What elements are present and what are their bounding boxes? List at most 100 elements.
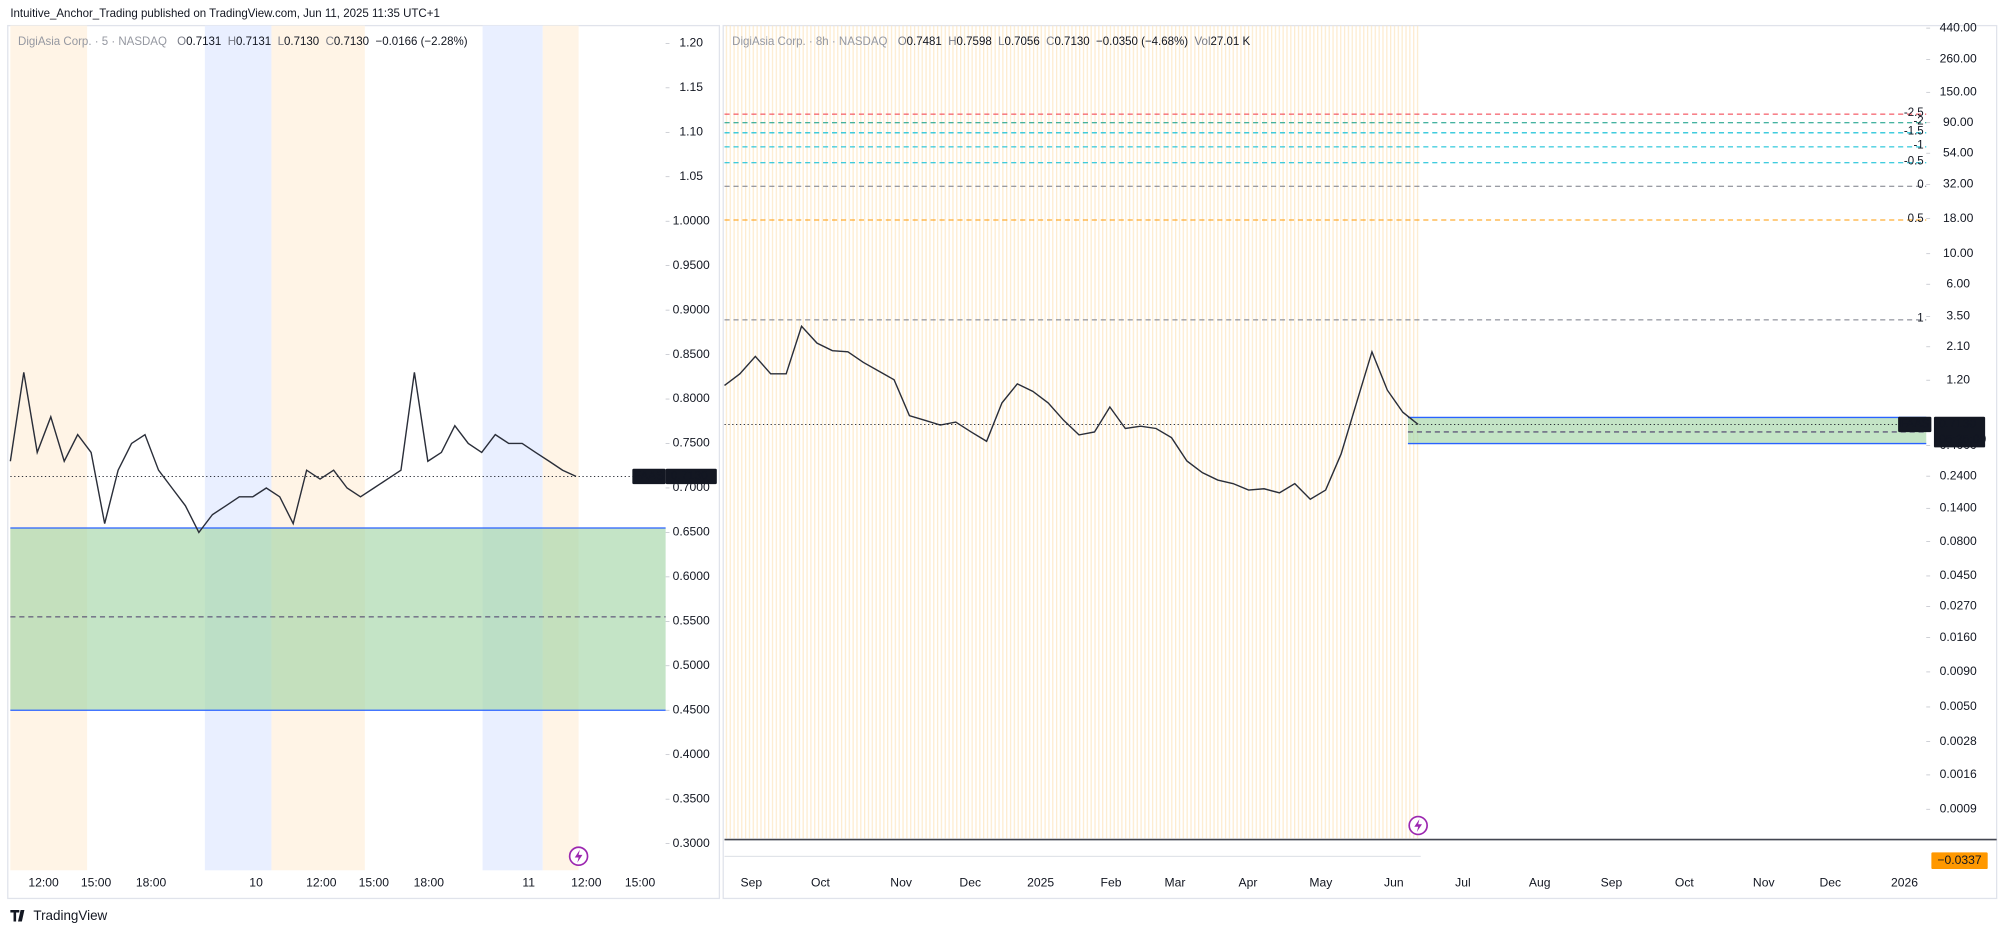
legend-title: DigiAsia Corp. · 8h · NASDAQ	[732, 36, 887, 48]
y-tick-label: 440.00	[1940, 20, 1977, 34]
symbol-label: FAAS	[634, 470, 664, 482]
y-tick-label: 0.7500	[673, 436, 710, 450]
y-tick-label: 1.20	[679, 36, 703, 50]
y-tick-label: 10.00	[1943, 246, 1974, 260]
y-tick-label: 0.0800	[1940, 534, 1977, 548]
legend-value: 0.7131	[186, 36, 221, 48]
fib-label: 0.5	[1908, 213, 1924, 225]
x-tick-label: 2025	[1027, 875, 1054, 889]
target-zone	[10, 527, 666, 711]
x-tick-label: Jun	[1384, 875, 1404, 889]
legend-value: 0.7481	[907, 36, 942, 48]
y-tick-label: 0.5500	[673, 614, 710, 628]
legend: DigiAsia Corp. · 5 · NASDAQ O0.7131 H0.713…	[18, 36, 468, 48]
x-tick-label: Aug	[1529, 875, 1551, 889]
y-tick-label: 0.0160	[1940, 630, 1977, 644]
y-tick-label: 0.0090	[1940, 664, 1977, 678]
y-tick-label: 0.9000	[673, 302, 710, 316]
y-tick-label: 0.5000	[673, 658, 710, 672]
y-tick-label: 0.0009	[1940, 801, 1977, 815]
y-tick-label: 1.10	[679, 124, 703, 138]
y-tick-label: 1.20	[1946, 372, 1970, 386]
y-tick-label: 54.00	[1943, 145, 1974, 159]
y-tick-label: 1.15	[679, 80, 703, 94]
y-tick-label: 0.3000	[673, 836, 710, 850]
legend-change: −0.0166 (−2.28%)	[376, 36, 468, 48]
price-line	[9, 372, 577, 534]
y-tick-label: 0.9500	[673, 258, 710, 272]
legend-key: C	[1046, 36, 1054, 48]
y-tick-label: 0.3500	[673, 791, 710, 805]
x-tick-label: Dec	[1819, 875, 1841, 889]
x-tick-label: Nov	[890, 875, 913, 889]
symbol-label: FAAS	[1900, 418, 1930, 430]
y-tick-label: 0.1400	[1940, 500, 1977, 514]
x-tick-label: Mar	[1165, 875, 1186, 889]
legend-key: H	[228, 36, 236, 48]
price-label: 0.7130	[1939, 417, 1976, 431]
symbol-tag	[1898, 416, 1932, 433]
session-band	[271, 25, 365, 871]
x-tick-label: Apr	[1238, 875, 1257, 889]
session-band	[482, 25, 543, 871]
session-band	[542, 25, 579, 871]
fib-label: -0.5	[1904, 156, 1924, 168]
alert-icon-bolt	[574, 849, 583, 863]
x-tick-label: 12:00	[306, 875, 337, 889]
x-tick-label: Sep	[741, 875, 763, 889]
y-tick-label: 6.00	[1946, 276, 1970, 290]
x-tick-label: 10	[249, 875, 263, 889]
header: Intuitive_Anchor_Trading published on Tr…	[10, 8, 439, 20]
legend-key: H	[948, 36, 956, 48]
symbol-tag	[632, 468, 666, 485]
x-tick-label: Sep	[1601, 875, 1623, 889]
session-band	[10, 25, 88, 871]
y-tick-label: 0.2400	[1940, 468, 1977, 482]
x-tick-label: Feb	[1101, 875, 1122, 889]
y-tick-label: 1.0000	[673, 213, 710, 227]
legend: DigiAsia Corp. · 8h · NASDAQ O0.7481 H0.75…	[732, 36, 1250, 48]
y-tick-label: 0.0270	[1940, 599, 1977, 613]
x-tick-label: 18:00	[414, 875, 445, 889]
fib-label: 0	[1917, 179, 1923, 191]
footer-logo	[10, 909, 25, 922]
y-tick-label: 18.00	[1943, 211, 1974, 225]
legend-value: 0.7131	[236, 36, 271, 48]
y-tick-label: 0.8500	[673, 347, 710, 361]
indicator-tag	[1931, 852, 1988, 870]
y-tick-label: 0.0016	[1940, 767, 1977, 781]
legend-key: O	[898, 36, 907, 48]
legend-key: L	[998, 36, 1005, 48]
legend-key: C	[326, 36, 334, 48]
y-tick-label: 32.00	[1943, 177, 1974, 191]
x-tick-label: Oct	[811, 875, 831, 889]
session-stripes	[724, 25, 1420, 839]
fib-label: -1	[1913, 140, 1923, 152]
y-tick-label: 0.4500	[673, 702, 710, 716]
legend-key: Vol	[1195, 36, 1211, 48]
y-tick-label: 0.0028	[1940, 734, 1977, 748]
x-tick-label: Oct	[1675, 875, 1695, 889]
fib-label: -2.5	[1904, 107, 1924, 119]
countdown: 05:25:00	[1939, 432, 1987, 446]
legend-value: 0.7056	[1005, 36, 1040, 48]
x-tick-label: 15:00	[359, 875, 390, 889]
y-tick-label: 0.0450	[1940, 568, 1977, 582]
legend-title: DigiAsia Corp. · 5 · NASDAQ	[18, 36, 167, 48]
price-label: 0.7130	[671, 469, 708, 483]
fib-label: 1	[1917, 313, 1923, 325]
price-tag	[1933, 416, 1986, 448]
legend-value: 0.7598	[957, 36, 992, 48]
legend-key: L	[278, 36, 285, 48]
y-tick-label: 1.05	[679, 169, 703, 183]
y-tick-label: 260.00	[1940, 52, 1977, 66]
y-tick-label: 2.10	[1946, 339, 1970, 353]
fib-label: -2	[1913, 115, 1923, 127]
y-tick-label: 150.00	[1940, 84, 1977, 98]
y-tick-label: 3.50	[1946, 309, 1970, 323]
legend-value: 27.01 K	[1211, 36, 1251, 48]
x-tick-label: Dec	[959, 875, 981, 889]
price-tag	[665, 468, 717, 485]
x-tick-label: May	[1309, 875, 1333, 889]
